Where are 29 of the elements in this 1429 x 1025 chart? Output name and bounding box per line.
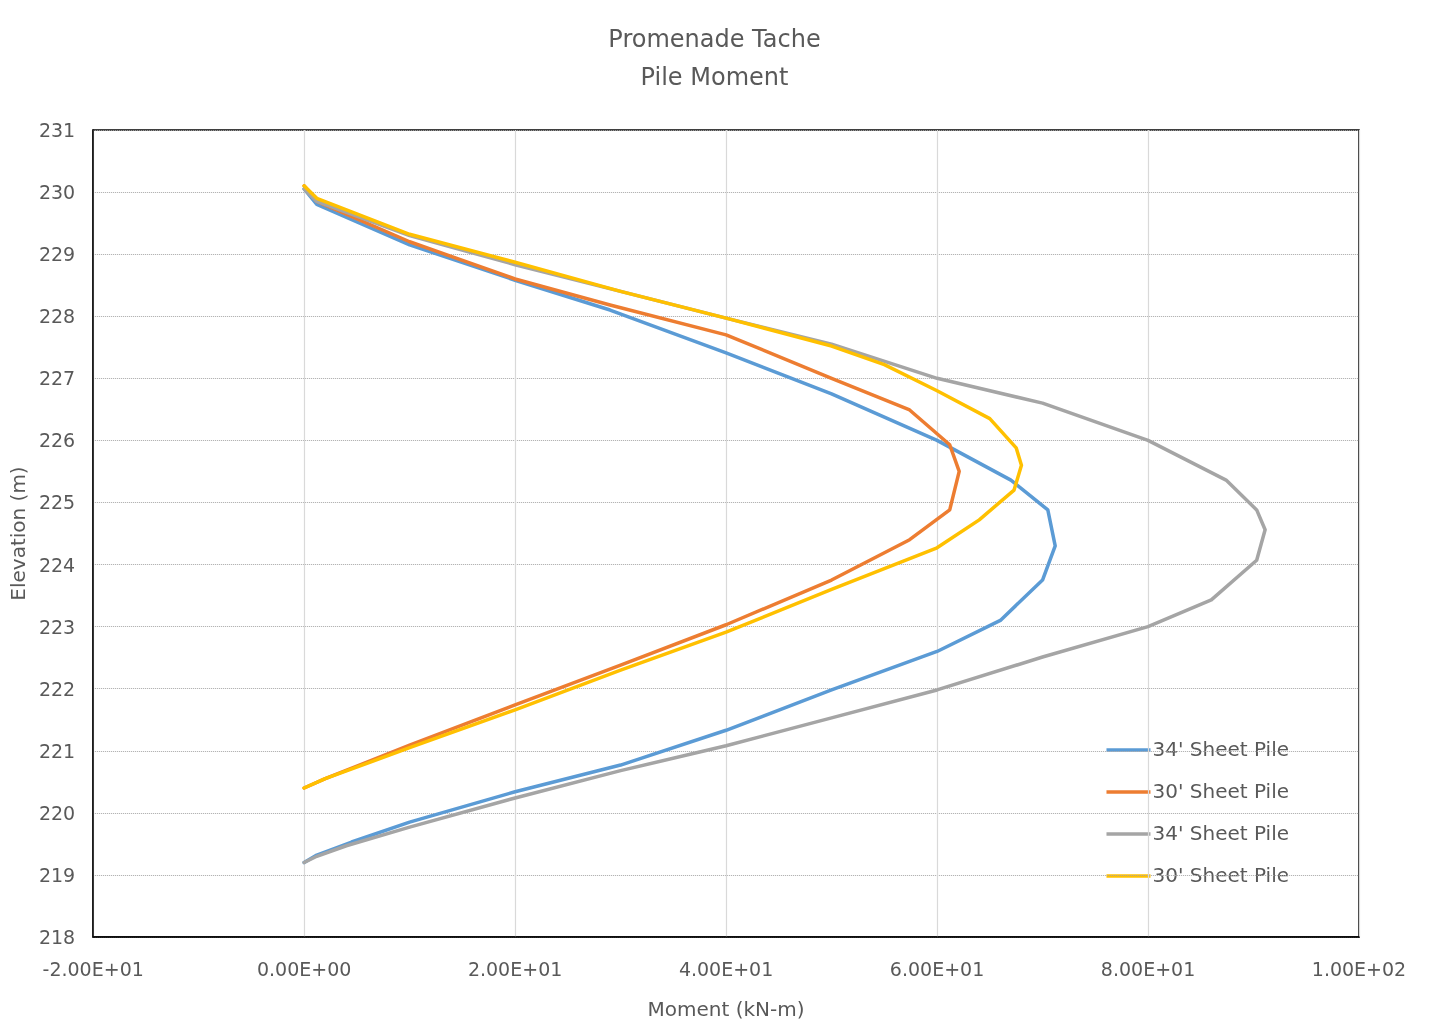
x-tick-label: 4.00E+01 [678, 957, 774, 980]
y-tick-label: 222 [38, 677, 76, 700]
chart-subtitle: Pile Moment [640, 63, 789, 91]
y-tick-label: 223 [38, 615, 76, 638]
x-tick-label: -2.00E+01 [42, 957, 144, 980]
x-tick-label: 1.00E+02 [1311, 957, 1407, 980]
x-tick-label: 8.00E+01 [1100, 957, 1196, 980]
y-tick-label: 228 [38, 305, 76, 328]
legend-label: 30' Sheet Pile [1152, 863, 1290, 887]
legend-label: 34' Sheet Pile [1152, 821, 1290, 845]
y-axis-title: Elevation (m) [6, 466, 30, 601]
y-tick-label: 225 [38, 491, 76, 514]
x-axis-title: Moment (kN-m) [647, 997, 805, 1021]
x-tick-label: 6.00E+01 [889, 957, 985, 980]
y-tick-label: 227 [38, 367, 76, 390]
legend-label: 30' Sheet Pile [1152, 779, 1290, 803]
y-tick-label: 231 [38, 119, 76, 141]
y-tick-label: 230 [38, 181, 76, 204]
y-tick-label: 220 [38, 801, 76, 824]
y-tick-label: 218 [38, 926, 76, 948]
y-tick-label: 219 [38, 863, 76, 886]
y-tick-label: 224 [38, 553, 76, 576]
x-tick-label: 0.00E+00 [256, 957, 352, 980]
legend-label: 34' Sheet Pile [1152, 737, 1290, 761]
y-tick-label: 229 [38, 243, 76, 266]
y-tick-label: 221 [38, 739, 76, 762]
y-tick-label: 226 [38, 429, 76, 452]
chart-title: Promenade Tache [608, 25, 821, 53]
x-tick-label: 2.00E+01 [467, 957, 563, 980]
